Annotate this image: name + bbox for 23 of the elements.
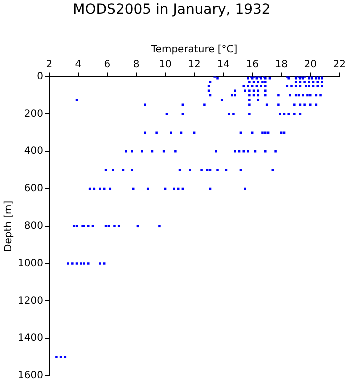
x-axis-title: Temperature [°C]	[150, 44, 238, 56]
x-tick-label: 20	[304, 59, 317, 70]
x-tick-label: 18	[275, 59, 288, 70]
x-tick-label: 2	[46, 59, 53, 70]
y-tick-label: 1600	[18, 370, 44, 382]
y-tick-label: 800	[24, 220, 44, 232]
y-axis-title: Depth [m]	[4, 200, 15, 252]
x-tick-label: 22	[333, 59, 346, 70]
y-tick-label: 1200	[18, 296, 44, 307]
y-tick-label: 200	[24, 108, 44, 120]
y-tick-label: 1400	[18, 333, 44, 344]
x-tick-label: 10	[159, 59, 172, 70]
x-tick-label: 8	[133, 59, 140, 70]
y-tick-label: 400	[24, 146, 44, 158]
y-tick-label: 1000	[18, 258, 44, 270]
x-tick-label: 4	[75, 59, 82, 70]
x-tick-label: 14	[217, 59, 230, 70]
chart-title: MODS2005 in January, 1932	[73, 2, 271, 18]
x-tick-label: 16	[246, 59, 259, 70]
y-tick-label: 0	[37, 71, 44, 82]
y-tick-label: 600	[24, 184, 44, 195]
x-tick-label: 12	[188, 59, 201, 70]
x-tick-label: 6	[104, 59, 111, 70]
